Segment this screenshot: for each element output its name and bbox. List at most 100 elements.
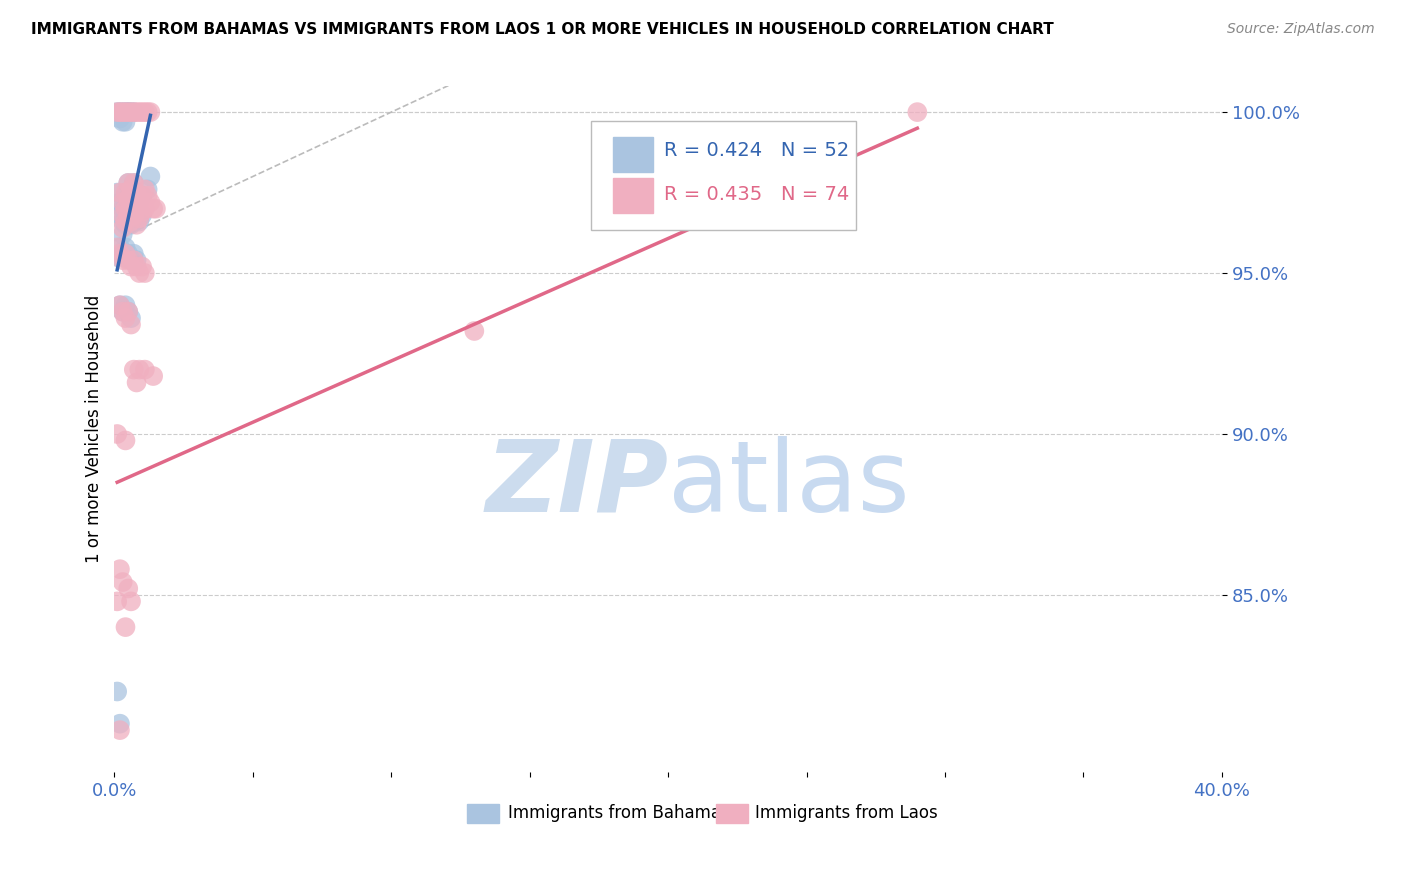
- Point: [122, 105, 145, 120]
- Point: [114, 105, 136, 120]
- Point: [128, 214, 150, 228]
- Point: [108, 298, 131, 312]
- Point: [111, 115, 134, 129]
- FancyBboxPatch shape: [613, 178, 652, 213]
- Point: [120, 198, 142, 212]
- Point: [108, 716, 131, 731]
- Point: [463, 324, 485, 338]
- Point: [134, 105, 156, 120]
- Point: [131, 189, 153, 203]
- Point: [108, 105, 131, 120]
- Point: [120, 218, 142, 232]
- Point: [139, 105, 162, 120]
- Point: [111, 575, 134, 590]
- Point: [117, 304, 139, 318]
- Point: [114, 298, 136, 312]
- Point: [114, 246, 136, 260]
- Point: [111, 202, 134, 216]
- Text: R = 0.435   N = 74: R = 0.435 N = 74: [664, 186, 849, 204]
- Point: [120, 202, 142, 216]
- Point: [105, 105, 128, 120]
- Text: Immigrants from Laos: Immigrants from Laos: [755, 804, 938, 822]
- Point: [128, 266, 150, 280]
- Point: [108, 562, 131, 576]
- Point: [122, 195, 145, 210]
- Point: [117, 582, 139, 596]
- Point: [108, 112, 131, 126]
- Point: [108, 105, 131, 120]
- Point: [114, 434, 136, 448]
- Point: [117, 189, 139, 203]
- Point: [108, 298, 131, 312]
- Point: [111, 304, 134, 318]
- Point: [125, 186, 148, 200]
- Point: [142, 202, 165, 216]
- Point: [111, 250, 134, 264]
- Point: [108, 246, 131, 260]
- Point: [114, 105, 136, 120]
- Point: [139, 169, 162, 184]
- Point: [117, 176, 139, 190]
- Text: Source: ZipAtlas.com: Source: ZipAtlas.com: [1227, 22, 1375, 37]
- Point: [111, 195, 134, 210]
- FancyBboxPatch shape: [613, 137, 652, 172]
- Point: [122, 362, 145, 376]
- Point: [125, 260, 148, 274]
- Text: IMMIGRANTS FROM BAHAMAS VS IMMIGRANTS FROM LAOS 1 OR MORE VEHICLES IN HOUSEHOLD : IMMIGRANTS FROM BAHAMAS VS IMMIGRANTS FR…: [31, 22, 1053, 37]
- Text: atlas: atlas: [668, 435, 910, 533]
- Point: [122, 253, 145, 268]
- Point: [136, 182, 159, 196]
- Point: [117, 208, 139, 222]
- Point: [122, 246, 145, 260]
- Point: [105, 105, 128, 120]
- Point: [114, 115, 136, 129]
- Point: [114, 202, 136, 216]
- Point: [111, 105, 134, 120]
- Point: [108, 723, 131, 738]
- Point: [117, 192, 139, 206]
- Point: [117, 304, 139, 318]
- Point: [128, 362, 150, 376]
- Point: [128, 195, 150, 210]
- Point: [117, 105, 139, 120]
- Point: [125, 218, 148, 232]
- Point: [128, 195, 150, 210]
- FancyBboxPatch shape: [467, 804, 499, 823]
- Point: [117, 105, 139, 120]
- Point: [142, 369, 165, 384]
- Point: [122, 176, 145, 190]
- Point: [111, 208, 134, 222]
- Point: [108, 240, 131, 254]
- Point: [120, 105, 142, 120]
- Point: [114, 186, 136, 200]
- Point: [134, 362, 156, 376]
- Point: [117, 208, 139, 222]
- Point: [111, 221, 134, 235]
- Point: [128, 105, 150, 120]
- Point: [108, 186, 131, 200]
- Point: [105, 186, 128, 200]
- Point: [105, 427, 128, 442]
- Point: [125, 105, 148, 120]
- Point: [134, 182, 156, 196]
- Point: [905, 105, 928, 120]
- Point: [122, 176, 145, 190]
- Point: [131, 189, 153, 203]
- Point: [114, 202, 136, 216]
- Point: [111, 304, 134, 318]
- Point: [117, 105, 139, 120]
- Point: [120, 105, 142, 120]
- Point: [134, 202, 156, 216]
- Point: [131, 105, 153, 120]
- FancyBboxPatch shape: [716, 804, 748, 823]
- Text: Immigrants from Bahamas: Immigrants from Bahamas: [508, 804, 730, 822]
- Point: [108, 208, 131, 222]
- Point: [125, 253, 148, 268]
- Point: [120, 182, 142, 196]
- Point: [105, 240, 128, 254]
- Point: [145, 202, 167, 216]
- Point: [136, 105, 159, 120]
- Point: [122, 192, 145, 206]
- Y-axis label: 1 or more Vehicles in Household: 1 or more Vehicles in Household: [86, 295, 103, 563]
- Point: [136, 189, 159, 203]
